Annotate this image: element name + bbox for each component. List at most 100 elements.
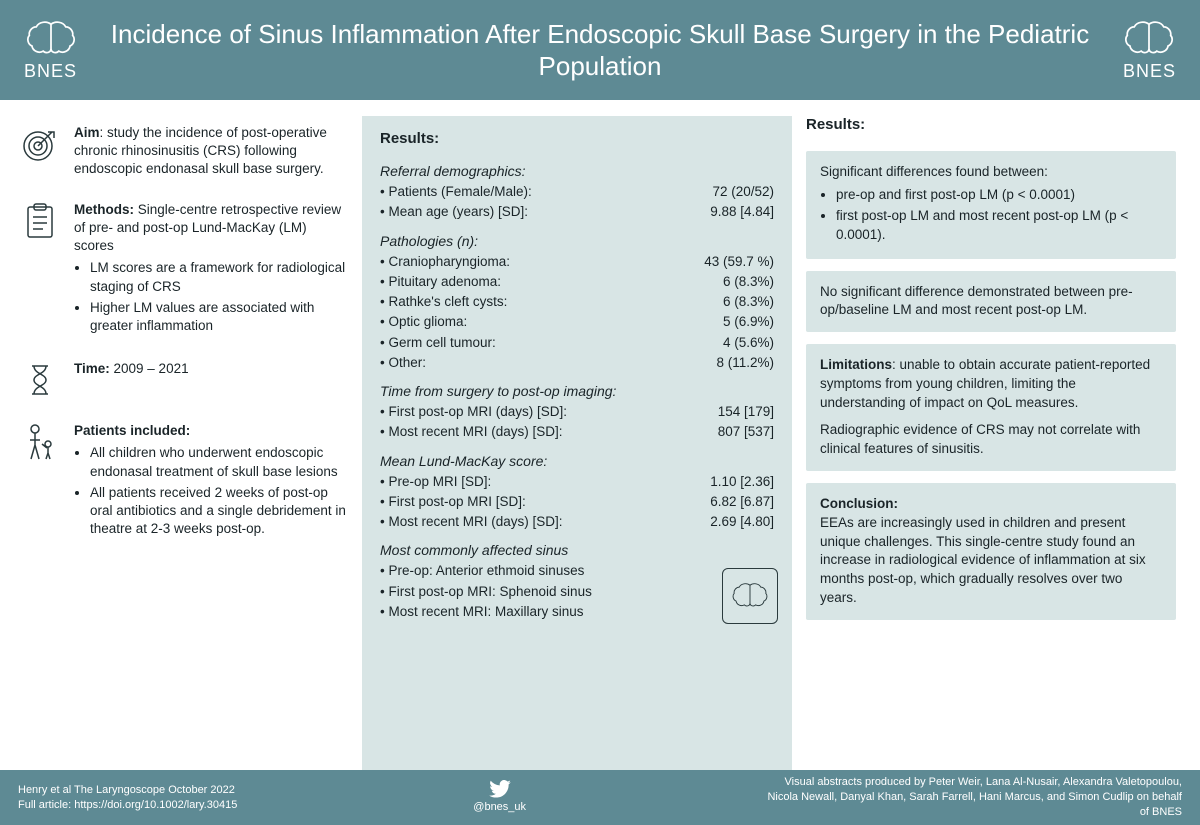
row-value: 9.88 [4.84]: [710, 202, 774, 222]
demog-row: Patients (Female/Male): 72 (20/52): [380, 182, 774, 202]
brain-square-icon: [722, 568, 778, 624]
row-label: Pre-op MRI [SD]:: [380, 472, 491, 492]
row-label: Germ cell tumour:: [380, 333, 496, 353]
conclusion-box: Conclusion: EEAs are increasingly used i…: [806, 483, 1176, 620]
timeimg-row: Most recent MRI (days) [SD]: 807 [537]: [380, 422, 774, 442]
row-value: 154 [179]: [718, 402, 774, 422]
row-value: 807 [537]: [718, 422, 774, 442]
patients-label: Patients included:: [74, 423, 190, 438]
aim-block: Aim: study the incidence of post-operati…: [18, 124, 348, 179]
conclusion-text: EEAs are increasingly used in children a…: [820, 515, 1146, 606]
lm-head: Mean Lund-MacKay score:: [380, 453, 774, 469]
demog-row: Mean age (years) [SD]: 9.88 [4.84]: [380, 202, 774, 222]
sinus-head: Most commonly affected sinus: [380, 542, 774, 558]
path-row: Pituitary adenoma: 6 (8.3%): [380, 272, 774, 292]
path-row: Germ cell tumour: 4 (5.6%): [380, 333, 774, 353]
patients-block: Patients included: All children who unde…: [18, 422, 348, 541]
results-title-mid: Results:: [380, 130, 774, 147]
row-value: 2.69 [4.80]: [710, 512, 774, 532]
row-value: 1.10 [2.36]: [710, 472, 774, 492]
time-body: 2009 – 2021: [110, 361, 189, 376]
sinus-item: Pre-op: Anterior ethmoid sinuses: [380, 561, 774, 581]
patients-bullet: All patients received 2 weeks of post-op…: [90, 484, 348, 539]
twitter-handle[interactable]: @bnes_uk: [473, 800, 526, 815]
row-label: Craniopharyngioma:: [380, 252, 510, 272]
limitations-label: Limitations: [820, 357, 892, 372]
timeimg-head: Time from surgery to post-op imaging:: [380, 383, 774, 399]
footer-bar: Henry et al The Laryngoscope October 202…: [0, 770, 1200, 825]
path-row: Other: 8 (11.2%): [380, 353, 774, 373]
footer-social: @bnes_uk: [473, 780, 526, 815]
row-label: First post-op MRI [SD]:: [380, 492, 526, 512]
sinus-block: Most commonly affected sinus Pre-op: Ant…: [380, 532, 774, 622]
sigdiff-box: Significant differences found between: p…: [806, 151, 1176, 259]
sigdiff-list: pre-op and first post-op LM (p < 0.0001)…: [836, 186, 1162, 245]
sigdiff-intro: Significant differences found between:: [820, 164, 1048, 179]
conclusion-label: Conclusion:: [820, 496, 898, 511]
aim-text: Aim: study the incidence of post-operati…: [74, 124, 348, 179]
row-label: Patients (Female/Male):: [380, 182, 532, 202]
row-value: 6.82 [6.87]: [710, 492, 774, 512]
doi-label: Full article:: [18, 799, 74, 811]
path-row: Rathke's cleft cysts:6 (8.3%): [380, 292, 774, 312]
demog-head: Referral demographics:: [380, 163, 774, 179]
methods-text: Methods: Single-centre retrospective rev…: [74, 201, 348, 339]
row-label: Other:: [380, 353, 426, 373]
twitter-icon: [489, 780, 511, 798]
citation-line: Henry et al The Laryngoscope October 202…: [18, 783, 237, 798]
parent-child-icon: [18, 422, 62, 462]
middle-column: Results: Referral demographics: Patients…: [362, 116, 792, 770]
body-grid: Aim: study the incidence of post-operati…: [0, 100, 1200, 770]
row-label: Most recent MRI (days) [SD]:: [380, 512, 563, 532]
path-head: Pathologies (n):: [380, 233, 774, 249]
row-label: Pituitary adenoma:: [380, 272, 501, 292]
methods-list: LM scores are a framework for radiologic…: [90, 259, 348, 335]
path-row: Craniopharyngioma: 43 (59.7 %): [380, 252, 774, 272]
patients-list: All children who underwent endoscopic en…: [90, 444, 348, 538]
sigdiff-item: first post-op LM and most recent post-op…: [836, 207, 1162, 245]
nosig-box: No significant difference demonstrated b…: [806, 271, 1176, 333]
row-label: Mean age (years) [SD]:: [380, 202, 528, 222]
row-value: 5 (6.9%): [723, 312, 774, 332]
limitations-p2: Radiographic evidence of CRS may not cor…: [820, 421, 1162, 459]
right-column: Results: Significant differences found b…: [806, 116, 1176, 770]
patients-bullet: All children who underwent endoscopic en…: [90, 444, 348, 480]
row-value: 43 (59.7 %): [704, 252, 774, 272]
methods-label: Methods:: [74, 202, 134, 217]
logo-left: BNES: [24, 19, 77, 82]
sinus-item: First post-op MRI: Sphenoid sinus: [380, 582, 774, 602]
target-icon: [18, 124, 62, 164]
footer-credits: Visual abstracts produced by Peter Weir,…: [762, 775, 1182, 820]
clipboard-icon: [18, 201, 62, 241]
row-label: Optic glioma:: [380, 312, 467, 332]
logo-right: BNES: [1123, 19, 1176, 82]
row-value: 8 (11.2%): [716, 353, 774, 373]
sinus-list: Pre-op: Anterior ethmoid sinuses First p…: [380, 561, 774, 622]
row-label: First post-op MRI (days) [SD]:: [380, 402, 567, 422]
aim-label: Aim: [74, 125, 100, 140]
row-value: 6 (8.3%): [723, 272, 774, 292]
row-value: 72 (20/52): [712, 182, 774, 202]
logo-text-left: BNES: [24, 61, 77, 82]
row-value: 4 (5.6%): [723, 333, 774, 353]
doi-link[interactable]: https://doi.org/10.1002/lary.30415: [74, 799, 237, 811]
methods-bullet: LM scores are a framework for radiologic…: [90, 259, 348, 295]
patients-text: Patients included: All children who unde…: [74, 422, 348, 541]
lm-row: First post-op MRI [SD]: 6.82 [6.87]: [380, 492, 774, 512]
logo-text-right: BNES: [1123, 61, 1176, 82]
row-label: Most recent MRI (days) [SD]:: [380, 422, 563, 442]
footer-citation: Henry et al The Laryngoscope October 202…: [18, 783, 237, 813]
aim-body: : study the incidence of post-operative …: [74, 125, 327, 176]
time-label: Time:: [74, 361, 110, 376]
header-bar: BNES Incidence of Sinus Inflammation Aft…: [0, 0, 1200, 100]
left-column: Aim: study the incidence of post-operati…: [18, 116, 348, 770]
time-block: Time: 2009 – 2021: [18, 360, 348, 400]
lm-row: Most recent MRI (days) [SD]: 2.69 [4.80]: [380, 512, 774, 532]
sigdiff-item: pre-op and first post-op LM (p < 0.0001): [836, 186, 1162, 205]
methods-bullet: Higher LM values are associated with gre…: [90, 299, 348, 335]
row-value: 6 (8.3%): [723, 292, 774, 312]
limitations-box: Limitations: unable to obtain accurate p…: [806, 344, 1176, 470]
lm-row: Pre-op MRI [SD]: 1.10 [2.36]: [380, 472, 774, 492]
sinus-item: Most recent MRI: Maxillary sinus: [380, 602, 774, 622]
hourglass-icon: [18, 360, 62, 400]
